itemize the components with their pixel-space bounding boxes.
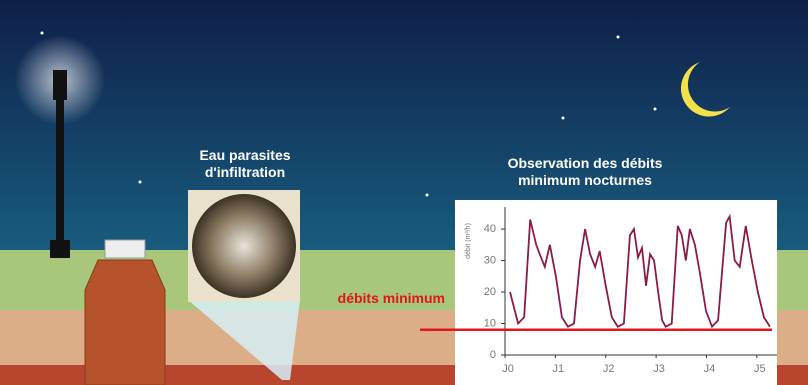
y-tick-label: 20 — [484, 286, 496, 298]
pipe-photo — [192, 194, 296, 298]
y-tick-label: 10 — [484, 317, 496, 329]
scene: débit (m³/h) 0 10 20 30 40 J0 J1 J2 J3 J4 J5 — [0, 0, 808, 385]
manhole-chamber — [85, 260, 165, 385]
reference-label: débits minimum — [330, 289, 445, 307]
x-tick-label: J4 — [704, 363, 716, 375]
chart-title: Observation des débits minimum nocturnes — [480, 155, 690, 189]
x-tick-label: J2 — [603, 363, 615, 375]
x-tick-label: J3 — [653, 363, 665, 375]
infographic: débit (m³/h) 0 10 20 30 40 J0 J1 J2 J3 J4 J5 Eau pa… — [0, 0, 808, 385]
y-tick-label: 30 — [484, 254, 496, 266]
x-tick-label: J5 — [754, 363, 766, 375]
annotation: Eau parasites d'infiltration — [175, 147, 315, 181]
y-tick-label: 40 — [484, 223, 496, 235]
y-axis-label: débit (m³/h) — [465, 223, 472, 259]
manhole-cover — [105, 240, 145, 258]
x-tick-label: J1 — [553, 363, 565, 375]
x-tick-label: J0 — [502, 363, 514, 375]
y-tick-label: 0 — [490, 349, 496, 361]
